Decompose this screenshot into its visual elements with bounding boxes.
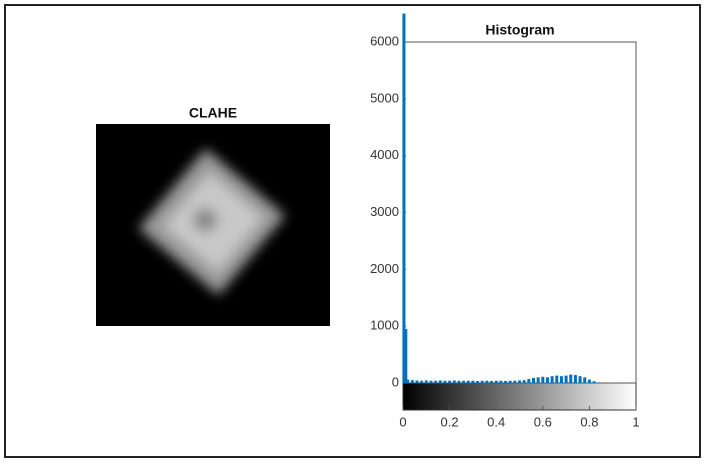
bar: [593, 381, 596, 383]
chart-title: Histogram: [485, 22, 554, 38]
y-tick-label: 0: [392, 374, 399, 389]
bar: [457, 381, 460, 383]
y-tick-label: 5000: [370, 90, 399, 105]
x-tick-label: 0.2: [441, 414, 459, 429]
bar: [490, 381, 493, 383]
bar: [523, 380, 526, 383]
figure: CLAHE Histogram 0 1000 2000 3000 4000 5000 600…: [0, 0, 706, 463]
y-tick-label: 1000: [370, 318, 399, 333]
bar: [439, 380, 442, 383]
bar: [406, 380, 409, 383]
bar: [588, 380, 591, 383]
y-tick-label: 6000: [370, 33, 399, 48]
bar: [555, 376, 558, 383]
bar: [429, 381, 432, 383]
bar: [527, 379, 530, 383]
x-tick-label: 0: [399, 414, 406, 429]
bar: [434, 381, 437, 383]
bar: [499, 381, 502, 383]
bar: [420, 381, 423, 383]
colorbar: [403, 383, 636, 410]
bar: [411, 380, 414, 383]
bar: [453, 380, 456, 383]
bar: [537, 377, 540, 383]
bar: [402, 14, 405, 383]
bar: [541, 377, 544, 383]
bar: [532, 378, 535, 383]
y-tick-label: 4000: [370, 147, 399, 162]
bar: [495, 381, 498, 383]
x-tick-label: 0.4: [487, 414, 505, 429]
bar: [569, 374, 572, 383]
bar: [518, 380, 521, 383]
bar: [476, 381, 479, 383]
bar: [579, 376, 582, 383]
x-tick-label: 0.8: [580, 414, 598, 429]
bar: [597, 382, 600, 383]
bar: [574, 375, 577, 383]
bar: [565, 376, 568, 383]
bar: [485, 381, 488, 383]
bar: [415, 380, 418, 383]
x-tick-label: 1: [632, 414, 639, 429]
bar: [546, 377, 549, 383]
bar: [583, 377, 586, 383]
page: CLAHE Histogram 0 1000 2000 3000 4000 5000 600…: [0, 0, 706, 468]
bar: [467, 381, 470, 383]
bar: [443, 381, 446, 383]
bar: [481, 381, 484, 383]
bar: [504, 381, 507, 383]
bar: [471, 381, 474, 383]
bar: [448, 381, 451, 383]
bar: [509, 381, 512, 383]
y-tick-label: 3000: [370, 204, 399, 219]
bar: [551, 376, 554, 383]
bar: [560, 376, 563, 383]
x-tick-label: 0.6: [534, 414, 552, 429]
image-title: CLAHE: [189, 105, 237, 121]
bar: [462, 381, 465, 383]
bar: [404, 329, 407, 383]
bar: [513, 381, 516, 383]
bar: [425, 380, 428, 383]
y-tick-label: 2000: [370, 261, 399, 276]
